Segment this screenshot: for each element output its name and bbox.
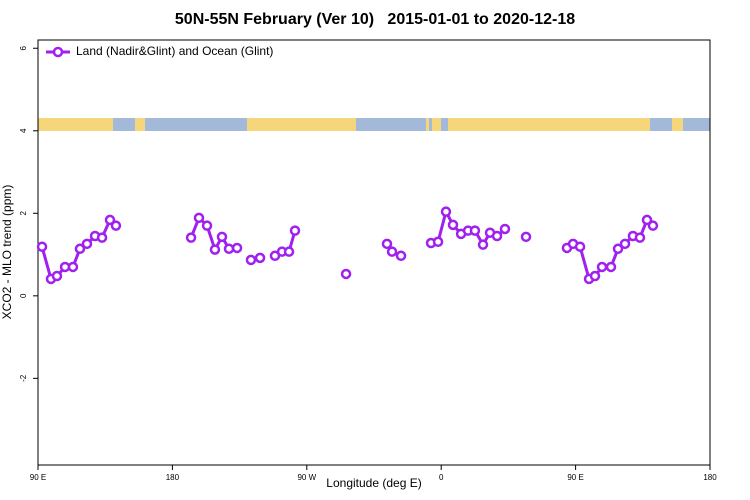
data-point bbox=[51, 270, 63, 282]
x-tick-label: 180 bbox=[703, 473, 717, 482]
data-point bbox=[193, 212, 205, 224]
data-point bbox=[223, 243, 235, 255]
land bbox=[672, 118, 683, 131]
data-point bbox=[647, 220, 659, 231]
data-point bbox=[254, 252, 266, 264]
legend-label: Land (Nadir&Glint) and Ocean (Glint) bbox=[76, 44, 273, 58]
data-point bbox=[81, 238, 93, 250]
y-tick-label: 2 bbox=[19, 211, 28, 216]
data-point bbox=[201, 220, 213, 231]
data-point bbox=[605, 261, 617, 273]
land-ocean-band bbox=[38, 118, 710, 131]
land bbox=[448, 118, 650, 131]
land bbox=[247, 118, 356, 131]
data-point bbox=[641, 214, 653, 226]
data-point bbox=[432, 236, 444, 248]
data-point bbox=[67, 261, 79, 273]
x-axis-label: Longitude (deg E) bbox=[326, 476, 421, 490]
data-point bbox=[216, 231, 228, 243]
data-point bbox=[74, 243, 86, 255]
data-point bbox=[574, 241, 586, 252]
land bbox=[135, 118, 145, 131]
data-point bbox=[185, 232, 197, 243]
data-point bbox=[283, 246, 295, 257]
data-point bbox=[520, 231, 532, 243]
legend-marker bbox=[52, 46, 64, 58]
data-point bbox=[36, 241, 48, 252]
data-point bbox=[619, 238, 631, 250]
data-point bbox=[612, 243, 624, 255]
data-point bbox=[110, 220, 122, 231]
y-tick-label: 0 bbox=[19, 293, 28, 298]
data-point bbox=[477, 239, 489, 250]
x-tick-label: 180 bbox=[166, 473, 180, 482]
y-tick-label: 4 bbox=[19, 128, 28, 133]
data-point bbox=[491, 230, 503, 242]
data-point bbox=[245, 254, 257, 266]
land bbox=[38, 118, 113, 131]
y-tick-label: 6 bbox=[19, 45, 28, 50]
land bbox=[432, 118, 441, 131]
land bbox=[426, 118, 429, 131]
data-point bbox=[104, 214, 116, 226]
data-point bbox=[499, 223, 511, 235]
x-tick-label: 0 bbox=[439, 473, 444, 482]
x-tick-label: 90 W bbox=[297, 473, 316, 482]
data-point bbox=[440, 206, 452, 217]
data-point bbox=[209, 244, 221, 255]
data-point bbox=[469, 225, 481, 236]
data-point bbox=[289, 225, 301, 236]
data-point bbox=[96, 232, 108, 243]
chart-title: 50N-55N February (Ver 10) 2015-01-01 to … bbox=[175, 11, 575, 28]
data-point bbox=[447, 219, 459, 231]
data-point bbox=[381, 238, 393, 250]
plot-frame bbox=[37, 39, 711, 466]
data-point bbox=[386, 246, 398, 257]
y-tick-label: -2 bbox=[19, 374, 28, 382]
data-point bbox=[596, 261, 608, 273]
data-point bbox=[589, 270, 601, 282]
x-tick-label: 90 E bbox=[30, 473, 46, 482]
y-axis-label: XCO2 - MLO trend (ppm) bbox=[0, 185, 14, 320]
data-point bbox=[395, 250, 407, 262]
data-point bbox=[634, 232, 646, 243]
data-point bbox=[231, 242, 243, 254]
data-point bbox=[340, 268, 352, 280]
x-tick-label: 90 E bbox=[567, 473, 583, 482]
